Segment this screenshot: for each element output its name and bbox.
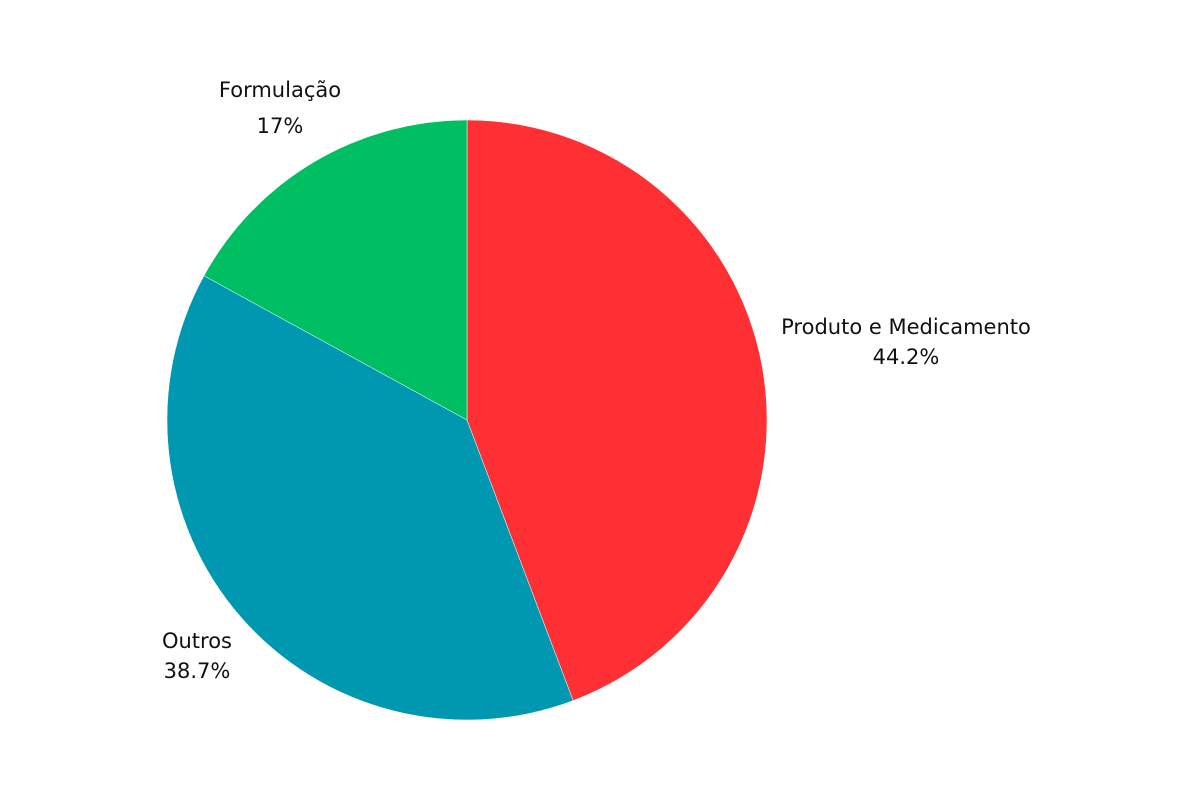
slice-percent-label: 17% xyxy=(257,114,304,138)
slice-percent-label: 38.7% xyxy=(164,659,231,683)
slice-label: Formulação xyxy=(219,78,341,102)
slice-label: Produto e Medicamento xyxy=(781,315,1031,339)
pie-slice-formulacao xyxy=(203,119,468,421)
slice-percent-label: 44.2% xyxy=(873,345,940,369)
pie-slice-produto-e-medicamento xyxy=(466,119,768,701)
pie-slice-outros xyxy=(166,275,574,721)
slice-label: Outros xyxy=(162,629,232,653)
